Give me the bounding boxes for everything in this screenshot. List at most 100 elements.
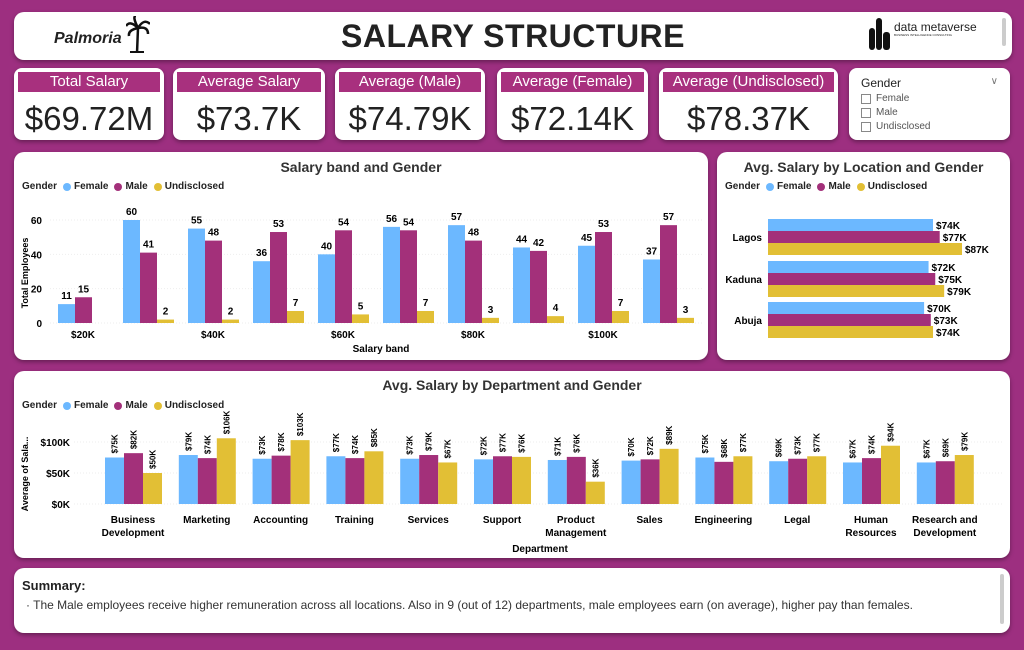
bar-male — [660, 225, 677, 323]
y-tick-label: Lagos — [733, 233, 763, 244]
slicer-option[interactable]: Female — [861, 93, 998, 104]
data-label: 44 — [516, 234, 528, 245]
legend-item[interactable]: Female — [74, 400, 109, 411]
y-tick-label: 20 — [31, 285, 43, 296]
location-chart: Avg. Salary by Location and Gender Gende… — [717, 152, 1010, 360]
bar-male — [270, 232, 287, 323]
bar-male — [595, 232, 612, 323]
data-label: $75K — [111, 434, 120, 453]
bar-female — [105, 457, 124, 504]
data-label: $70K — [627, 437, 636, 456]
data-label: $74K — [203, 435, 212, 454]
kpi-card: Total Salary $69.72M — [14, 68, 164, 140]
data-label: 7 — [293, 298, 299, 309]
data-label: 36 — [256, 248, 268, 259]
scrollbar[interactable] — [1002, 18, 1006, 46]
y-tick-label: Abuja — [734, 316, 762, 327]
data-label: $75K — [701, 434, 710, 453]
legend-dot — [856, 182, 865, 191]
bar-undisclosed — [768, 243, 963, 255]
bar-undisclosed — [768, 326, 934, 338]
legend-item[interactable]: Male — [125, 400, 148, 411]
data-label: $79K — [184, 432, 193, 451]
data-label: 56 — [386, 214, 398, 225]
bar-female — [400, 458, 420, 504]
legend-item[interactable]: Female — [74, 181, 109, 192]
summary-title: Summary: — [22, 578, 86, 593]
legend-item[interactable]: Female — [777, 181, 812, 192]
data-label: $74K — [868, 435, 877, 454]
slicer-option[interactable]: Undisclosed — [861, 121, 998, 132]
data-label: 54 — [338, 217, 350, 228]
chart-title: Avg. Salary by Department and Gender — [382, 377, 642, 393]
legend-item[interactable]: Undisclosed — [164, 181, 225, 192]
y-tick-label: $0K — [52, 500, 71, 511]
x-tick-label: Research and Development — [912, 515, 978, 539]
bar-female — [58, 304, 75, 323]
bar-male — [493, 456, 512, 504]
y-tick-label: $100K — [41, 438, 71, 449]
chevron-down-icon[interactable]: ∨ — [990, 76, 998, 87]
bar-male — [140, 252, 157, 323]
data-label: $106K — [222, 410, 231, 434]
data-label: $72K — [932, 263, 957, 274]
x-tick-label: Accounting — [253, 515, 308, 526]
kpi-card: Average (Male) $74.79K — [335, 68, 485, 140]
legend-title: Gender — [22, 181, 58, 192]
checkbox[interactable] — [861, 121, 871, 132]
data-label: 53 — [273, 219, 285, 230]
bar-undisclosed — [417, 310, 434, 323]
data-label: $77K — [739, 433, 748, 452]
data-label: $67K — [922, 439, 931, 458]
bar-female — [916, 462, 936, 504]
data-label: $71K — [553, 437, 562, 456]
bar-undisclosed — [438, 462, 458, 504]
bar-female — [188, 228, 205, 323]
legend-dot — [63, 401, 72, 410]
data-label: $69K — [941, 438, 950, 457]
slicer-option[interactable]: Male — [861, 107, 998, 118]
legend-dot — [63, 182, 72, 191]
data-label: 41 — [143, 240, 155, 251]
data-label: $77K — [499, 433, 508, 452]
scrollbar[interactable] — [1000, 574, 1004, 624]
bar-female — [326, 456, 346, 504]
bar-undisclosed — [612, 310, 629, 323]
bar-female — [621, 460, 641, 504]
x-tick-label: Human Resources — [845, 515, 897, 539]
y-tick-label: 60 — [31, 216, 43, 227]
data-label: 7 — [618, 298, 624, 309]
data-label: $77K — [332, 433, 341, 452]
bar-undisclosed — [364, 451, 384, 504]
data-label: $78K — [277, 432, 286, 451]
bar-undisclosed — [733, 456, 753, 504]
bar-undisclosed — [768, 285, 945, 297]
data-label: 2 — [228, 307, 234, 318]
x-tick-label: Product Management — [545, 515, 607, 539]
checkbox[interactable] — [861, 107, 871, 118]
legend-item[interactable]: Male — [828, 181, 851, 192]
x-tick-label: Marketing — [183, 515, 230, 526]
bar-female — [547, 459, 567, 504]
data-label: $103K — [296, 412, 305, 436]
data-label: 11 — [61, 291, 72, 302]
data-label: $74K — [936, 328, 961, 339]
x-tick-label: $60K — [331, 330, 356, 341]
palmoria-logo: Palmoria — [54, 30, 122, 47]
legend-item[interactable]: Male — [125, 181, 148, 192]
bar-female — [695, 457, 715, 504]
gender-slicer: Gender ∨ Female Male Undisclosed — [849, 68, 1010, 140]
x-tick-label: $100K — [588, 330, 618, 341]
legend-item[interactable]: Undisclosed — [867, 181, 928, 192]
bar-undisclosed — [216, 438, 236, 504]
data-label: 53 — [598, 219, 610, 230]
bar-female — [769, 461, 789, 504]
bar-undisclosed — [222, 319, 239, 323]
checkbox[interactable] — [861, 93, 871, 104]
legend-item[interactable]: Undisclosed — [164, 400, 225, 411]
bar-female — [318, 254, 335, 323]
data-label: $72K — [646, 436, 655, 455]
bar-male — [335, 230, 352, 323]
data-label: 42 — [533, 238, 545, 249]
x-tick-label: Engineering — [695, 515, 753, 526]
